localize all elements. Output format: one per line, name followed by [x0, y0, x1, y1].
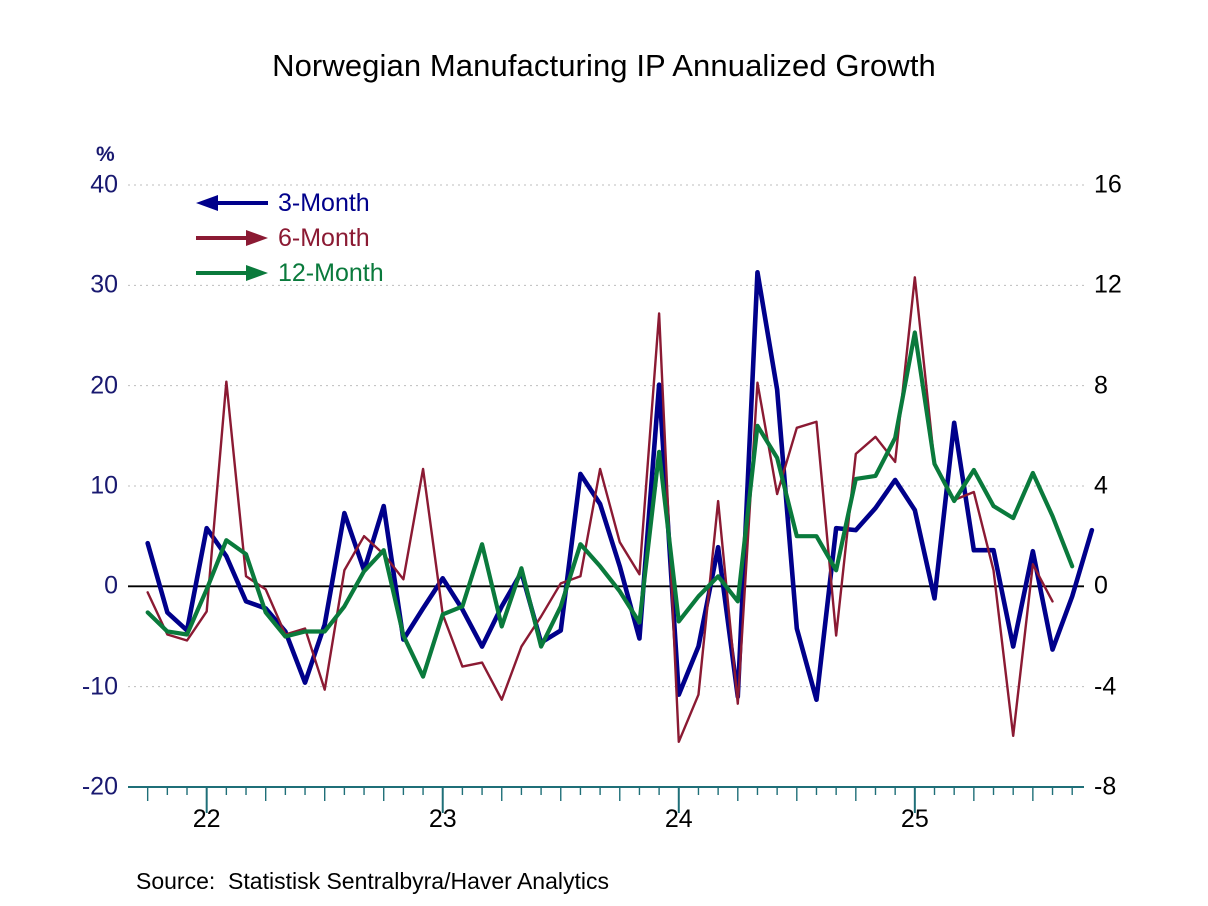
- right-tick-label: -4: [1094, 672, 1117, 701]
- legend-label-2: 12-Month: [278, 258, 384, 287]
- page-title: Norwegian Manufacturing IP Annualized Gr…: [272, 48, 936, 83]
- source-note: Source: Statistisk Sentralbyra/Haver Ana…: [136, 868, 609, 894]
- legend-arrow-right-icon: [196, 265, 268, 281]
- right-tick-label: 12: [1094, 270, 1122, 299]
- legend-item-2[interactable]: 12-Month: [196, 256, 384, 290]
- right-tick-label: 4: [1094, 471, 1108, 500]
- left-tick-label: 30: [90, 270, 118, 299]
- left-axis: %: [0, 0, 115, 906]
- left-axis-unit: %: [96, 143, 115, 166]
- legend-label-1: 6-Month: [278, 223, 370, 252]
- legend-label-0: 3-Month: [278, 188, 370, 217]
- legend-arrow-left-icon: [196, 195, 268, 211]
- left-tick-label: 40: [90, 170, 118, 199]
- left-tick-label: -10: [81, 672, 118, 701]
- series-line: [145, 269, 1095, 703]
- legend-item-0[interactable]: 3-Month: [196, 186, 384, 220]
- legend-arrow-right-icon: [196, 230, 268, 246]
- series-line: [145, 330, 1075, 679]
- right-tick-label: 16: [1094, 170, 1122, 199]
- right-tick-label: 8: [1094, 371, 1108, 400]
- legend: 3-Month 6-Month 12-Month: [196, 186, 384, 291]
- right-tick-label: -8: [1094, 772, 1117, 801]
- legend-item-1[interactable]: 6-Month: [196, 221, 384, 255]
- left-tick-label: 20: [90, 371, 118, 400]
- left-tick-label: -20: [81, 772, 118, 801]
- left-tick-label: 0: [104, 571, 118, 600]
- right-tick-label: 0: [1094, 571, 1108, 600]
- plot-area: [128, 184, 1095, 813]
- left-tick-label: 10: [90, 471, 118, 500]
